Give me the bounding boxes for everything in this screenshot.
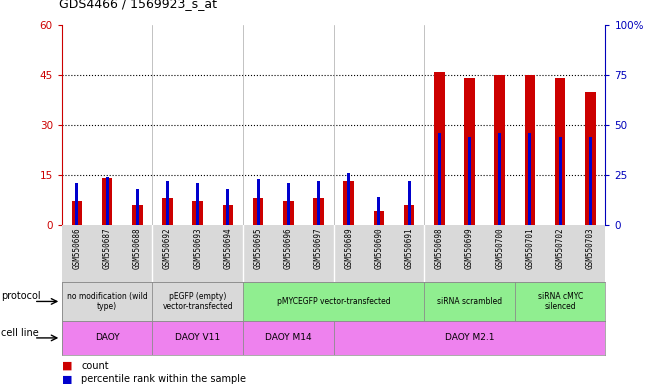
Bar xyxy=(347,173,350,225)
Text: DAOY M2.1: DAOY M2.1 xyxy=(445,333,494,343)
Bar xyxy=(313,198,324,225)
Bar xyxy=(196,183,199,225)
Bar xyxy=(105,177,109,225)
Bar xyxy=(253,198,264,225)
Bar xyxy=(334,321,605,355)
Text: GSM550688: GSM550688 xyxy=(133,227,142,269)
Bar xyxy=(72,201,82,225)
Text: protocol: protocol xyxy=(1,291,41,301)
Bar xyxy=(374,211,384,225)
Bar xyxy=(152,282,243,321)
Text: pEGFP (empty)
vector-transfected: pEGFP (empty) vector-transfected xyxy=(163,292,233,311)
Bar xyxy=(515,282,605,321)
Text: DAOY V11: DAOY V11 xyxy=(175,333,220,343)
Text: GSM550686: GSM550686 xyxy=(72,227,81,269)
Text: DAOY: DAOY xyxy=(95,333,119,343)
Bar xyxy=(585,91,596,225)
Text: GSM550692: GSM550692 xyxy=(163,227,172,269)
Text: GSM550694: GSM550694 xyxy=(223,227,232,269)
Text: GSM550697: GSM550697 xyxy=(314,227,323,269)
Text: GSM550690: GSM550690 xyxy=(374,227,383,269)
Text: GSM550695: GSM550695 xyxy=(254,227,262,269)
Bar xyxy=(404,205,415,225)
Text: GSM550703: GSM550703 xyxy=(586,227,595,269)
Text: DAOY M14: DAOY M14 xyxy=(265,333,312,343)
Bar xyxy=(589,137,592,225)
Bar xyxy=(152,321,243,355)
Bar xyxy=(525,75,535,225)
Bar xyxy=(464,78,475,225)
Text: GSM550702: GSM550702 xyxy=(556,227,564,269)
Bar xyxy=(408,181,411,225)
Text: ■: ■ xyxy=(62,361,72,371)
Bar xyxy=(243,321,333,355)
Text: cell line: cell line xyxy=(1,328,39,338)
Bar xyxy=(468,137,471,225)
Text: no modification (wild
type): no modification (wild type) xyxy=(67,292,148,311)
Bar xyxy=(76,183,79,225)
Bar xyxy=(344,181,354,225)
Bar xyxy=(227,189,229,225)
Text: count: count xyxy=(81,361,109,371)
Text: GSM550700: GSM550700 xyxy=(495,227,505,269)
Bar xyxy=(559,137,562,225)
Bar xyxy=(136,189,139,225)
Bar xyxy=(162,198,173,225)
Text: GSM550699: GSM550699 xyxy=(465,227,474,269)
Bar xyxy=(424,282,515,321)
Text: ■: ■ xyxy=(62,374,72,384)
Bar xyxy=(102,178,113,225)
Bar xyxy=(283,201,294,225)
Bar xyxy=(434,71,445,225)
Bar xyxy=(495,75,505,225)
Bar xyxy=(555,78,566,225)
Bar xyxy=(256,179,260,225)
Text: pMYCEGFP vector-transfected: pMYCEGFP vector-transfected xyxy=(277,297,391,306)
Bar xyxy=(62,282,152,321)
Bar xyxy=(498,133,501,225)
Bar xyxy=(438,133,441,225)
Bar xyxy=(243,282,424,321)
Text: GDS4466 / 1569923_s_at: GDS4466 / 1569923_s_at xyxy=(59,0,217,10)
Text: GSM550701: GSM550701 xyxy=(525,227,534,269)
Text: GSM550689: GSM550689 xyxy=(344,227,353,269)
Text: siRNA scrambled: siRNA scrambled xyxy=(437,297,502,306)
Bar xyxy=(529,133,531,225)
Bar xyxy=(317,181,320,225)
Text: GSM550691: GSM550691 xyxy=(405,227,413,269)
Bar xyxy=(378,197,380,225)
Text: siRNA cMYC
silenced: siRNA cMYC silenced xyxy=(538,292,583,311)
Text: GSM550693: GSM550693 xyxy=(193,227,202,269)
Bar xyxy=(132,205,143,225)
Text: GSM550698: GSM550698 xyxy=(435,227,444,269)
Text: percentile rank within the sample: percentile rank within the sample xyxy=(81,374,246,384)
Bar xyxy=(62,321,152,355)
Bar xyxy=(193,201,203,225)
Text: GSM550696: GSM550696 xyxy=(284,227,293,269)
Bar xyxy=(166,181,169,225)
Bar xyxy=(223,205,233,225)
Bar xyxy=(287,183,290,225)
Text: GSM550687: GSM550687 xyxy=(103,227,111,269)
